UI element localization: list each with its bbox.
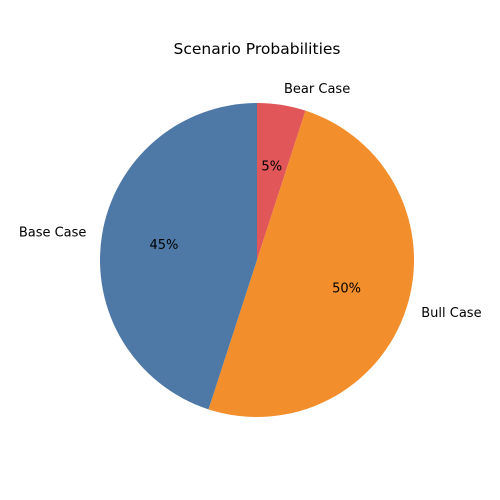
slice-label-base-case: Base Case (19, 225, 87, 240)
pie-slice-base-case (99, 103, 257, 410)
slice-percent-bear-case: 5% (261, 159, 282, 174)
pie-slice-bull-case (208, 110, 414, 417)
pie-slice-bear-case (257, 103, 306, 260)
slice-percent-bull-case: 50% (332, 282, 361, 297)
chart-title: Scenario Probabilities (174, 40, 341, 58)
slice-label-bull-case: Bull Case (421, 306, 481, 321)
pie-labels: Bear Case 5% Bull Case 50% Base Case 45% (19, 82, 482, 321)
slice-percent-base-case: 45% (150, 238, 179, 253)
slice-label-bear-case: Bear Case (284, 82, 350, 97)
pie-slices (99, 103, 414, 417)
